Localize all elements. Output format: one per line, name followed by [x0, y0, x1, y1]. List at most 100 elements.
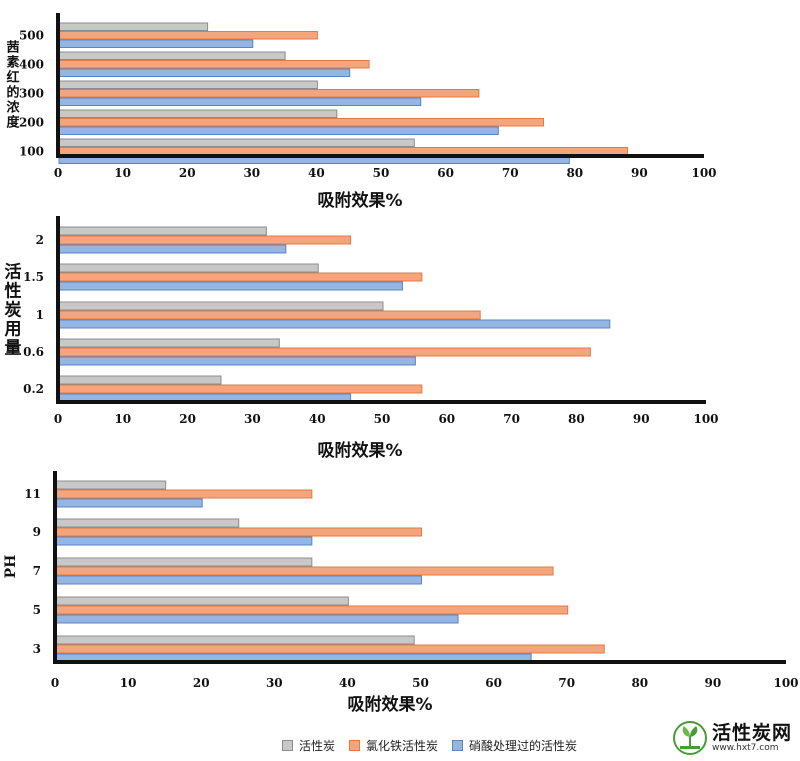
- category-tick-label: 1.5: [23, 270, 44, 284]
- category-tick-label: 0.6: [23, 345, 44, 359]
- x-tick-label: 60: [438, 412, 455, 426]
- legend-swatch-gray: [282, 740, 293, 751]
- site-logo[interactable]: 活性炭网 www.hxt7.com: [672, 718, 796, 758]
- y-axis-label: PH: [3, 555, 19, 579]
- bar: [58, 80, 318, 89]
- x-tick-label: 100: [693, 412, 718, 426]
- legend: 活性炭 氯化铁活性炭 硝酸处理过的活性炭: [282, 737, 591, 754]
- bar: [58, 89, 480, 98]
- x-tick-label: 60: [437, 166, 454, 180]
- bar: [58, 263, 319, 273]
- category-tick-label: 3: [33, 642, 41, 656]
- logo-name: 活性炭网: [712, 722, 793, 744]
- bar: [58, 272, 423, 282]
- x-tick-label: 90: [633, 412, 650, 426]
- y-axis-label: 活性炭用量: [5, 262, 22, 359]
- logo-url: www.hxt7.com: [712, 743, 779, 753]
- bar: [55, 635, 415, 645]
- legend-label: 活性炭: [299, 739, 336, 753]
- category-tick-label: 2: [36, 233, 44, 247]
- x-tick-label: 0: [54, 412, 62, 426]
- x-tick-label: 80: [566, 166, 583, 180]
- bar: [58, 356, 416, 366]
- x-tick-label: 90: [631, 166, 648, 180]
- bar: [55, 596, 349, 606]
- bar: [58, 126, 499, 135]
- category-tick-label: 5: [33, 603, 41, 617]
- x-tick-label: 80: [631, 676, 648, 690]
- x-tick-label: 80: [568, 412, 585, 426]
- bar: [58, 319, 611, 329]
- x-tick-label: 40: [308, 166, 325, 180]
- y-axis-label: 茜素红的浓度: [6, 40, 20, 131]
- bar: [58, 347, 591, 357]
- x-tick-label: 50: [374, 412, 391, 426]
- bar: [58, 281, 403, 291]
- bar: [55, 527, 422, 537]
- category-tick-label: 9: [33, 525, 41, 539]
- x-tick-label: 20: [193, 676, 210, 690]
- x-tick-label: 0: [51, 676, 59, 690]
- legend-item-activated-carbon: 活性炭: [282, 737, 335, 754]
- bar: [58, 226, 267, 236]
- tree-leaf-icon: [673, 721, 707, 755]
- x-tick-label: 30: [243, 166, 260, 180]
- x-tick-label: 10: [114, 412, 131, 426]
- x-tick-label: 70: [558, 676, 575, 690]
- bar: [58, 375, 222, 385]
- x-tick-label: 40: [309, 412, 326, 426]
- category-tick-label: 11: [24, 487, 41, 501]
- category-tick-label: 500: [19, 28, 44, 42]
- bar: [58, 244, 287, 254]
- x-tick-label: 30: [266, 676, 283, 690]
- bar: [55, 557, 313, 567]
- bar: [55, 518, 240, 528]
- category-tick-label: 0.2: [23, 382, 44, 396]
- legend-item-ferric-chloride-carbon: 氯化铁活性炭: [349, 737, 438, 754]
- category-tick-label: 100: [19, 144, 44, 158]
- bar: [58, 310, 481, 320]
- x-tick-label: 0: [54, 166, 62, 180]
- bar: [58, 384, 423, 394]
- category-tick-label: 200: [19, 115, 44, 129]
- bar: [58, 51, 286, 60]
- bar: [58, 60, 370, 69]
- bar: [58, 301, 384, 311]
- x-tick-label: 20: [179, 412, 196, 426]
- bar: [58, 39, 254, 48]
- bar: [55, 489, 313, 499]
- x-tick-label: 100: [773, 676, 798, 690]
- x-tick-label: 40: [339, 676, 356, 690]
- legend-label: 氯化铁活性炭: [366, 739, 439, 753]
- bar: [58, 31, 318, 40]
- x-tick-label: 20: [179, 166, 196, 180]
- bar: [58, 118, 544, 127]
- legend-swatch-orange: [349, 740, 361, 751]
- legend-swatch-blue: [452, 740, 464, 751]
- x-axis-label: 吸附效果%: [317, 440, 402, 461]
- category-tick-label: 7: [33, 564, 41, 578]
- bar: [58, 235, 352, 245]
- bar: [55, 566, 554, 576]
- legend-label: 硝酸处理过的活性炭: [469, 739, 578, 753]
- x-tick-label: 70: [502, 166, 519, 180]
- bar: [55, 575, 422, 585]
- legend-item-nitric-acid-carbon: 硝酸处理过的活性炭: [452, 737, 577, 754]
- bar: [55, 480, 167, 490]
- x-tick-label: 30: [244, 412, 261, 426]
- category-tick-label: 400: [19, 57, 44, 71]
- x-tick-label: 10: [114, 166, 131, 180]
- bar: [58, 338, 280, 348]
- x-tick-label: 90: [705, 676, 722, 690]
- bar: [55, 644, 605, 654]
- bar: [58, 68, 351, 77]
- bar: [55, 536, 313, 546]
- bar: [58, 97, 422, 106]
- x-tick-label: 100: [691, 166, 716, 180]
- bar: [58, 22, 209, 31]
- x-tick-label: 60: [485, 676, 502, 690]
- bar: [55, 605, 569, 615]
- bar: [55, 614, 459, 624]
- x-axis-label: 吸附效果%: [347, 694, 432, 715]
